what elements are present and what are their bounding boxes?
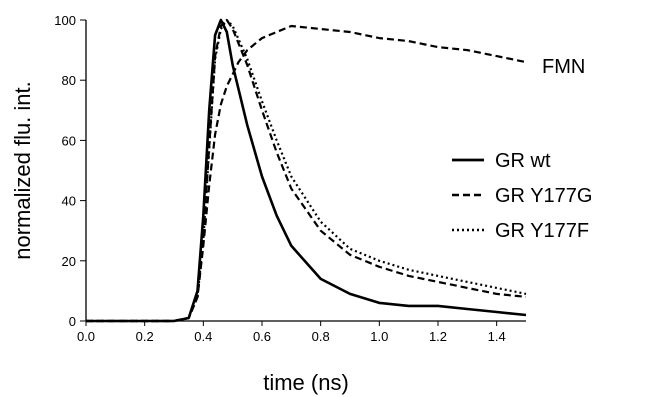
legend-label: GR Y177F <box>495 220 589 242</box>
x-tick-label: 0.0 <box>77 329 95 344</box>
series-lines <box>86 18 527 323</box>
y-tick-label: 80 <box>62 73 76 88</box>
legend-label: GR Y177G <box>495 185 592 207</box>
legend-label: GR wt <box>495 150 551 172</box>
fmn-annotation: FMN <box>542 56 585 78</box>
y-tick-label: 20 <box>62 254 76 269</box>
series-line-gr-wt <box>86 18 527 323</box>
y-tick-label: 0 <box>69 314 76 329</box>
x-axis-label: time (ns) <box>263 370 349 395</box>
series-line-gr-y177g <box>86 18 527 323</box>
x-tick-label: 0.8 <box>312 329 330 344</box>
x-tick-label: 1.2 <box>429 329 447 344</box>
y-tick-label: 100 <box>54 13 76 28</box>
x-tick-label: 1.0 <box>370 329 388 344</box>
y-tick-label: 40 <box>62 194 76 209</box>
legend: GR wt GR Y177G GR Y177F <box>452 150 592 242</box>
x-tick-label: 0.2 <box>136 329 154 344</box>
tick-marks: 0.0 0.2 0.4 0.6 0.8 1.0 1.2 1.4 0 20 40 60 80 100 <box>54 13 505 344</box>
axes <box>85 20 526 322</box>
y-tick-label: 60 <box>62 133 76 148</box>
series-line-gr-y177f <box>86 18 527 323</box>
x-tick-label: 1.4 <box>488 329 506 344</box>
series-line-fmn <box>86 24 527 323</box>
x-tick-label: 0.4 <box>194 329 212 344</box>
x-tick-label: 0.6 <box>253 329 271 344</box>
y-axis-label: normalized flu. int. <box>10 81 35 260</box>
